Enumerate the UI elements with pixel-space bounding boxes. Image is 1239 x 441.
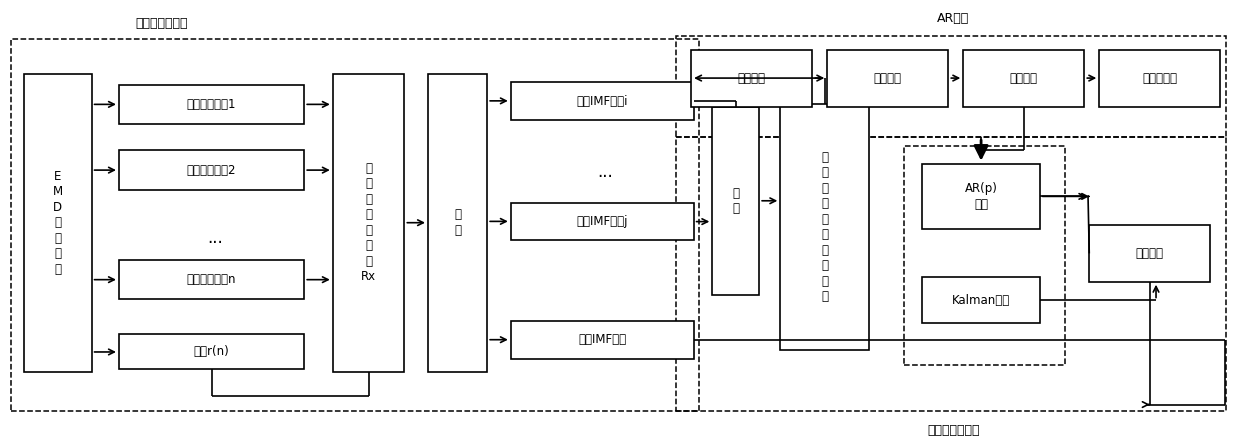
FancyBboxPatch shape xyxy=(510,321,694,359)
FancyBboxPatch shape xyxy=(119,334,305,370)
FancyBboxPatch shape xyxy=(922,164,1040,229)
Text: 含噪IMF分量j: 含噪IMF分量j xyxy=(576,215,628,228)
FancyBboxPatch shape xyxy=(781,105,870,350)
Text: 本征模态函数1: 本征模态函数1 xyxy=(187,98,237,111)
FancyBboxPatch shape xyxy=(712,107,760,295)
Text: 参数估计: 参数估计 xyxy=(1010,71,1038,85)
FancyBboxPatch shape xyxy=(828,49,948,107)
FancyBboxPatch shape xyxy=(119,150,305,190)
Text: 余项r(n): 余项r(n) xyxy=(193,345,229,359)
FancyBboxPatch shape xyxy=(427,74,487,372)
Text: 含噪IMF分量i: 含噪IMF分量i xyxy=(576,94,628,108)
Text: Kalman滤波: Kalman滤波 xyxy=(952,294,1010,307)
Text: 滤波及信号重构: 滤波及信号重构 xyxy=(927,424,980,437)
FancyBboxPatch shape xyxy=(691,49,813,107)
Text: 累
加: 累 加 xyxy=(732,187,740,215)
Text: 计
算
自
相
关
函
数
Rx: 计 算 自 相 关 函 数 Rx xyxy=(361,162,377,284)
FancyBboxPatch shape xyxy=(119,260,305,299)
Text: 适应性检验: 适应性检验 xyxy=(1142,71,1177,85)
Text: 数据分解及筛选: 数据分解及筛选 xyxy=(136,17,188,30)
FancyBboxPatch shape xyxy=(510,203,694,240)
Text: 本征模态函数2: 本征模态函数2 xyxy=(187,164,237,176)
FancyBboxPatch shape xyxy=(1099,49,1220,107)
FancyBboxPatch shape xyxy=(119,85,305,124)
FancyBboxPatch shape xyxy=(1089,225,1211,282)
Text: AR建模: AR建模 xyxy=(937,12,969,26)
Text: ...: ... xyxy=(597,163,612,181)
FancyBboxPatch shape xyxy=(963,49,1084,107)
FancyBboxPatch shape xyxy=(510,82,694,120)
Text: 检
验
平
稳
性
和
白
噪
声
性: 检 验 平 稳 性 和 白 噪 声 性 xyxy=(821,151,828,303)
Text: 模型识别: 模型识别 xyxy=(737,71,766,85)
Text: ...: ... xyxy=(207,229,223,247)
FancyBboxPatch shape xyxy=(922,277,1040,324)
FancyBboxPatch shape xyxy=(333,74,404,372)
Text: E
M
D
数
据
分
解: E M D 数 据 分 解 xyxy=(52,170,63,276)
Text: 信号重构: 信号重构 xyxy=(1136,247,1163,260)
Text: AR(p)
模型: AR(p) 模型 xyxy=(965,182,997,211)
FancyBboxPatch shape xyxy=(24,74,92,372)
Text: 本征模态函数n: 本征模态函数n xyxy=(187,273,237,286)
Text: 模型定阶: 模型定阶 xyxy=(873,71,902,85)
Text: 筛
选: 筛 选 xyxy=(453,209,461,237)
Text: 其他IMF分量: 其他IMF分量 xyxy=(579,333,626,347)
